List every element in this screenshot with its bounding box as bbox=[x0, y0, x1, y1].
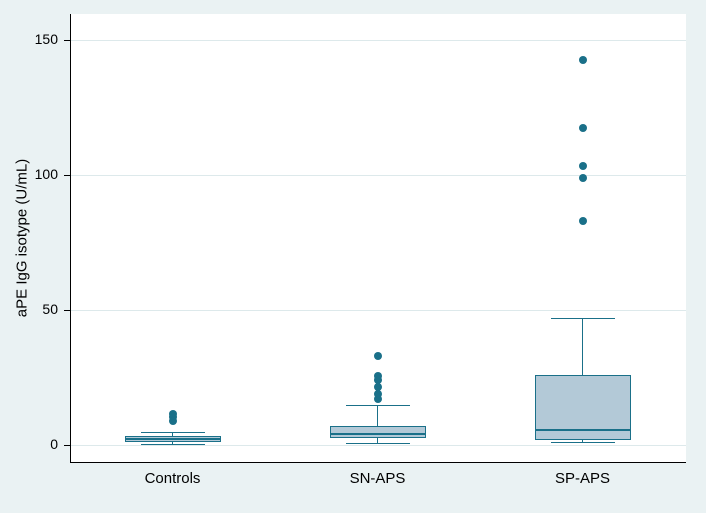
median-line bbox=[329, 433, 426, 436]
whisker-cap-lower bbox=[550, 442, 615, 444]
y-tick-label: 0 bbox=[50, 436, 58, 452]
box bbox=[534, 374, 631, 440]
outlier-dot bbox=[578, 173, 587, 182]
y-tick-label: 100 bbox=[34, 166, 58, 182]
x-category-label: SN-APS bbox=[349, 470, 406, 487]
median-line bbox=[124, 438, 221, 441]
whisker-upper bbox=[582, 318, 583, 375]
whisker-cap-upper bbox=[140, 431, 205, 433]
box bbox=[329, 425, 426, 439]
gridline bbox=[71, 40, 686, 41]
y-tick-mark bbox=[64, 445, 70, 446]
y-axis-label: aPE IgG isotype (U/mL) bbox=[13, 158, 31, 318]
median-line bbox=[534, 429, 631, 432]
whisker-cap-upper bbox=[345, 404, 410, 406]
outlier-dot bbox=[373, 351, 382, 360]
x-category-label: SP-APS bbox=[554, 470, 611, 487]
whisker-cap-lower bbox=[140, 444, 205, 446]
whisker-lower bbox=[377, 438, 378, 443]
outlier-dot bbox=[373, 389, 382, 398]
outlier-dot bbox=[578, 56, 587, 65]
whisker-lower bbox=[582, 439, 583, 443]
gridline bbox=[71, 175, 686, 176]
outlier-dot bbox=[373, 372, 382, 381]
gridline bbox=[71, 445, 686, 446]
y-tick-mark bbox=[64, 40, 70, 41]
outlier-dot bbox=[578, 123, 587, 132]
y-tick-mark bbox=[64, 175, 70, 176]
whisker-upper bbox=[172, 431, 173, 436]
outlier-dot bbox=[373, 376, 382, 385]
y-tick-label: 150 bbox=[34, 31, 58, 47]
outlier-dot bbox=[578, 216, 587, 225]
y-tick-label: 50 bbox=[42, 301, 58, 317]
x-category-label: Controls bbox=[144, 470, 201, 487]
whisker-lower bbox=[172, 442, 173, 445]
whisker-cap-upper bbox=[550, 318, 615, 320]
outlier-dot bbox=[168, 416, 177, 425]
outlier-dot bbox=[578, 161, 587, 170]
y-tick-mark bbox=[64, 310, 70, 311]
outlier-dot bbox=[373, 395, 382, 404]
whisker-cap-lower bbox=[345, 442, 410, 444]
whisker-upper bbox=[377, 404, 378, 426]
gridline bbox=[71, 310, 686, 311]
outlier-dot bbox=[168, 409, 177, 418]
outlier-dot bbox=[373, 382, 382, 391]
